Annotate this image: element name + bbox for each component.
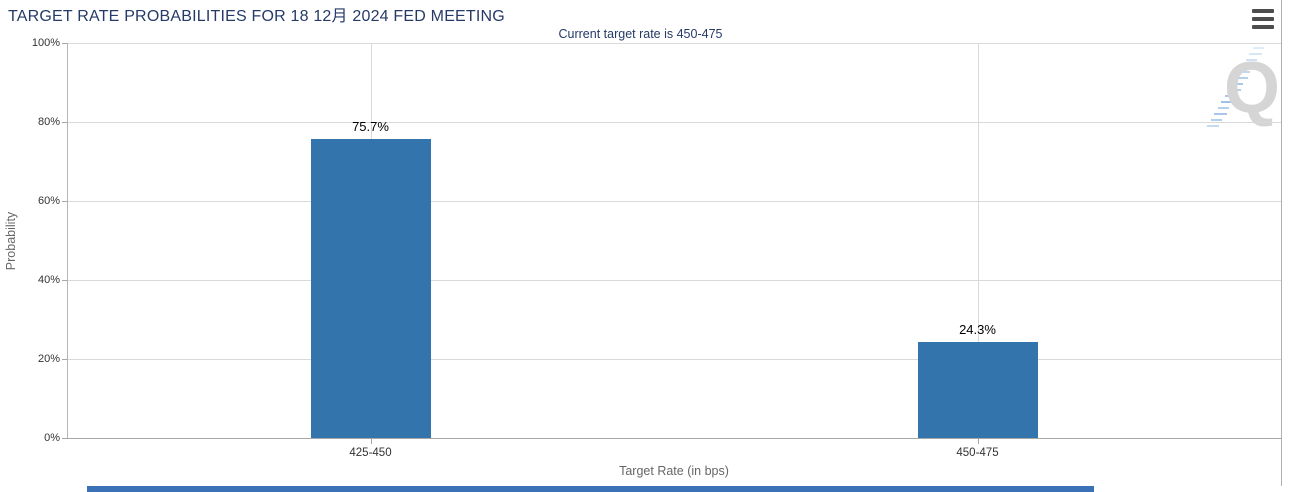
x-gridline (977, 43, 979, 438)
watermark-swoosh-icon (1207, 47, 1264, 127)
y-tick-label: 60% (37, 195, 60, 207)
chart-menu-button[interactable] (1252, 9, 1276, 29)
quikstrike-watermark-logo: Q (1224, 48, 1281, 128)
container-right-border (1281, 0, 1282, 486)
y-tick (62, 122, 67, 123)
hamburger-icon (1252, 25, 1274, 29)
bar-value-label: 75.7% (352, 118, 389, 134)
y-tick-label: 40% (37, 274, 60, 286)
hamburger-icon (1252, 17, 1274, 21)
y-gridline (67, 43, 1281, 44)
x-axis-title: Target Rate (in bps) (619, 464, 729, 478)
y-tick-label: 0% (44, 432, 60, 444)
chart-subtitle: Current target rate is 450-475 (558, 27, 723, 41)
bar-value-label: 24.3% (959, 322, 996, 337)
y-tick (62, 280, 67, 281)
y-tick-label: 20% (37, 353, 60, 365)
y-gridline (67, 280, 1281, 281)
x-tick-label: 425-450 (349, 447, 392, 459)
y-axis-title: Probability (4, 211, 18, 271)
x-tick (977, 438, 979, 444)
x-tick-label: 450-475 (956, 447, 999, 459)
y-axis-line (67, 43, 68, 438)
bottom-blue-strip (87, 486, 1094, 492)
x-tick (370, 438, 372, 444)
y-gridline (67, 359, 1281, 360)
bar-450-475[interactable] (917, 342, 1038, 438)
y-gridline (67, 201, 1281, 202)
y-tick (62, 438, 67, 439)
y-tick (62, 43, 67, 44)
y-tick-label: 100% (31, 37, 60, 49)
page-title: TARGET RATE PROBABILITIES FOR 18 12月 202… (8, 8, 505, 25)
hamburger-icon (1252, 9, 1274, 13)
bar-425-450[interactable] (310, 138, 431, 438)
y-tick-label: 80% (37, 116, 60, 128)
y-tick (62, 201, 67, 202)
y-tick (62, 359, 67, 360)
x-axis-line (67, 438, 1281, 439)
y-gridline (67, 122, 1281, 123)
